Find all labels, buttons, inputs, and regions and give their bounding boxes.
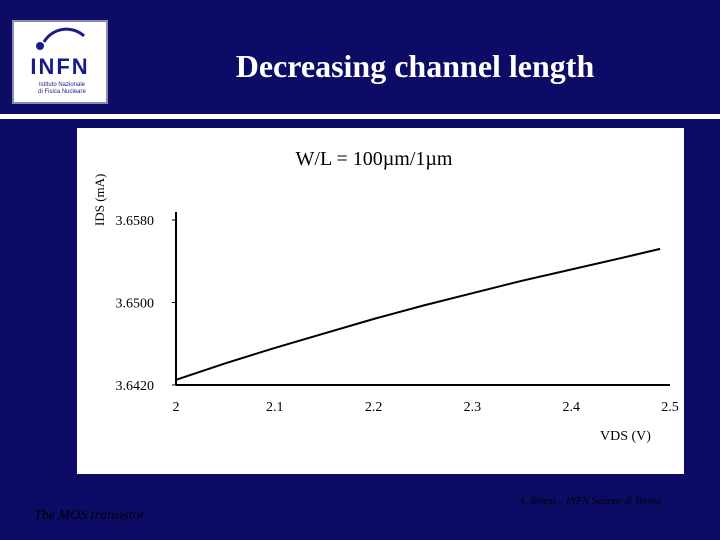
footer-caption: The MOS transistor — [34, 508, 146, 523]
chart-panel — [77, 128, 684, 474]
author-credit: A. Rivetti – INFN Sezione di Torino — [519, 496, 662, 507]
x-tick-label: 2 — [173, 400, 180, 415]
x-tick-label: 2.2 — [365, 400, 383, 415]
y-tick-label: 3.6580 — [116, 214, 155, 229]
x-tick-label: 2.1 — [266, 400, 284, 415]
logo-subtitle-1: Istituto Nazionale — [39, 82, 86, 88]
logo-subtitle-2: di Fisica Nucleare — [38, 89, 86, 95]
y-tick-label: 3.6420 — [116, 379, 155, 394]
x-tick-label: 2.3 — [464, 400, 482, 415]
infn-logo: INFN Istituto Nazionale di Fisica Nuclea… — [12, 20, 108, 104]
x-tick-label: 2.4 — [562, 400, 580, 415]
slide-title: Decreasing channel length — [235, 48, 595, 84]
header-divider — [0, 114, 720, 119]
y-tick-label: 3.6500 — [116, 297, 155, 312]
x-tick-label: 2.5 — [661, 400, 679, 415]
series-line — [175, 247, 661, 381]
chart-title: W/L = 100µm/1µm — [295, 148, 453, 170]
logo-text: INFN — [30, 54, 89, 79]
x-axis-label: VDS (V) — [600, 429, 651, 444]
